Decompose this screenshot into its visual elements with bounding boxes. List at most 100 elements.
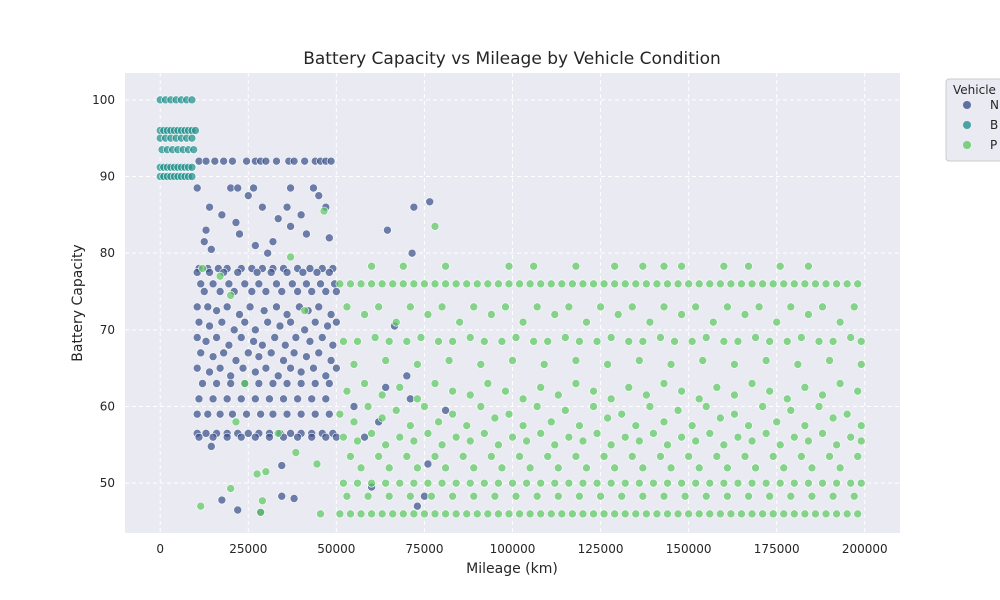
data-point [367, 261, 376, 271]
data-point [578, 279, 588, 289]
x-tick-labels: 0 25000 50000 75000 100000 125000 150000 175000… [156, 542, 887, 556]
data-point [339, 432, 348, 442]
data-point [416, 333, 426, 342]
x-tick-label: 0 [156, 542, 164, 556]
data-point [251, 432, 260, 442]
data-point [701, 402, 711, 411]
data-point [282, 202, 292, 212]
data-point [309, 363, 318, 373]
data-point [627, 452, 637, 461]
data-point [395, 478, 405, 488]
data-point [384, 337, 394, 346]
data-point [326, 310, 336, 319]
data-point [730, 409, 739, 419]
data-point [677, 261, 686, 271]
data-point [300, 306, 309, 315]
data-point [659, 379, 669, 388]
data-point [289, 156, 299, 166]
data-point [765, 337, 774, 346]
legend-marker [963, 141, 971, 149]
data-point [744, 421, 753, 430]
data-point [363, 491, 373, 501]
data-point [536, 383, 545, 392]
data-point [504, 261, 514, 271]
data-point [249, 183, 258, 193]
data-point [247, 287, 257, 296]
data-point [730, 360, 739, 369]
data-point [814, 337, 824, 346]
data-point [261, 467, 271, 476]
data-point [508, 432, 517, 442]
data-point [578, 478, 588, 488]
data-point [800, 279, 810, 289]
series-B [155, 95, 200, 181]
data-point [828, 337, 838, 346]
data-point [326, 356, 336, 365]
data-point [383, 225, 392, 235]
data-point [525, 509, 535, 519]
data-point [258, 496, 267, 506]
data-point [849, 491, 859, 501]
data-point [455, 317, 464, 327]
data-point [444, 356, 454, 365]
data-point [599, 279, 609, 289]
data-point [251, 325, 260, 335]
data-point [561, 406, 570, 415]
data-point [402, 337, 412, 346]
data-point [367, 478, 376, 488]
data-point [659, 261, 669, 271]
data-point [231, 417, 241, 427]
data-point [606, 478, 616, 488]
data-point [356, 279, 366, 289]
x-tick-label: 125000 [578, 542, 624, 556]
data-point [480, 478, 489, 488]
data-point [199, 237, 209, 246]
data-point [846, 333, 855, 342]
data-point [472, 509, 482, 519]
data-point [726, 509, 736, 519]
data-point [856, 421, 866, 430]
data-point [240, 379, 250, 388]
data-point [708, 317, 718, 327]
data-point [751, 463, 760, 473]
data-point [236, 432, 246, 442]
data-point [198, 264, 207, 273]
data-point [205, 367, 214, 377]
data-point [638, 261, 648, 271]
data-point [564, 302, 574, 312]
data-point [309, 183, 318, 193]
data-point [217, 317, 227, 327]
data-point [302, 229, 311, 239]
data-point [543, 452, 553, 461]
data-point [649, 429, 658, 438]
data-point [194, 317, 204, 327]
data-point [620, 432, 630, 442]
data-point [733, 478, 743, 488]
data-point [205, 321, 214, 331]
data-point [712, 452, 722, 461]
data-point [273, 429, 283, 438]
data-point [578, 509, 588, 519]
data-point [189, 145, 198, 154]
data-point [325, 409, 334, 419]
data-point [546, 279, 556, 289]
data-point [187, 163, 197, 172]
data-point [300, 325, 309, 335]
data-point [201, 156, 211, 166]
data-point [205, 202, 214, 212]
data-point [758, 279, 767, 289]
data-point [768, 509, 778, 519]
x-tick-label: 150000 [666, 542, 712, 556]
data-point [497, 463, 507, 473]
data-point [302, 279, 311, 289]
data-point [201, 337, 211, 346]
data-point [203, 302, 213, 312]
data-point [448, 386, 457, 396]
data-point [349, 402, 359, 411]
data-point [744, 491, 753, 501]
data-point [557, 509, 567, 519]
data-point [638, 337, 648, 346]
data-point [779, 279, 789, 289]
data-point [326, 156, 336, 166]
data-point [353, 436, 362, 446]
